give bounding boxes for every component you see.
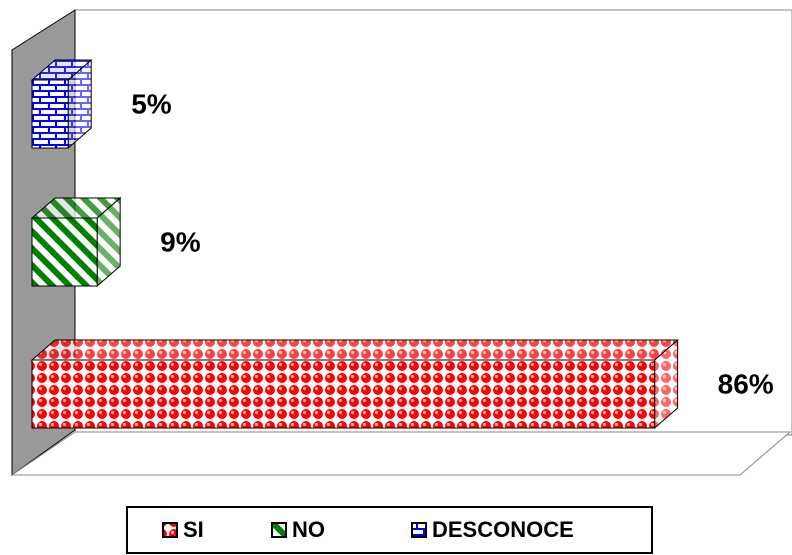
value-label: 86% bbox=[718, 368, 774, 399]
value-label: 9% bbox=[160, 226, 201, 257]
value-label: 5% bbox=[131, 88, 172, 119]
floor bbox=[10, 431, 792, 476]
legend-label: DESCONOCE bbox=[432, 517, 574, 542]
legend bbox=[126, 506, 653, 554]
legend-swatch bbox=[271, 522, 287, 538]
legend-label: NO bbox=[292, 517, 325, 542]
bar bbox=[31, 79, 69, 149]
legend-swatch bbox=[411, 522, 427, 538]
bar-top bbox=[30, 339, 679, 361]
legend-label: SI bbox=[183, 517, 204, 542]
bar bbox=[31, 359, 656, 429]
legend-swatch bbox=[162, 522, 178, 538]
bar bbox=[31, 217, 98, 287]
